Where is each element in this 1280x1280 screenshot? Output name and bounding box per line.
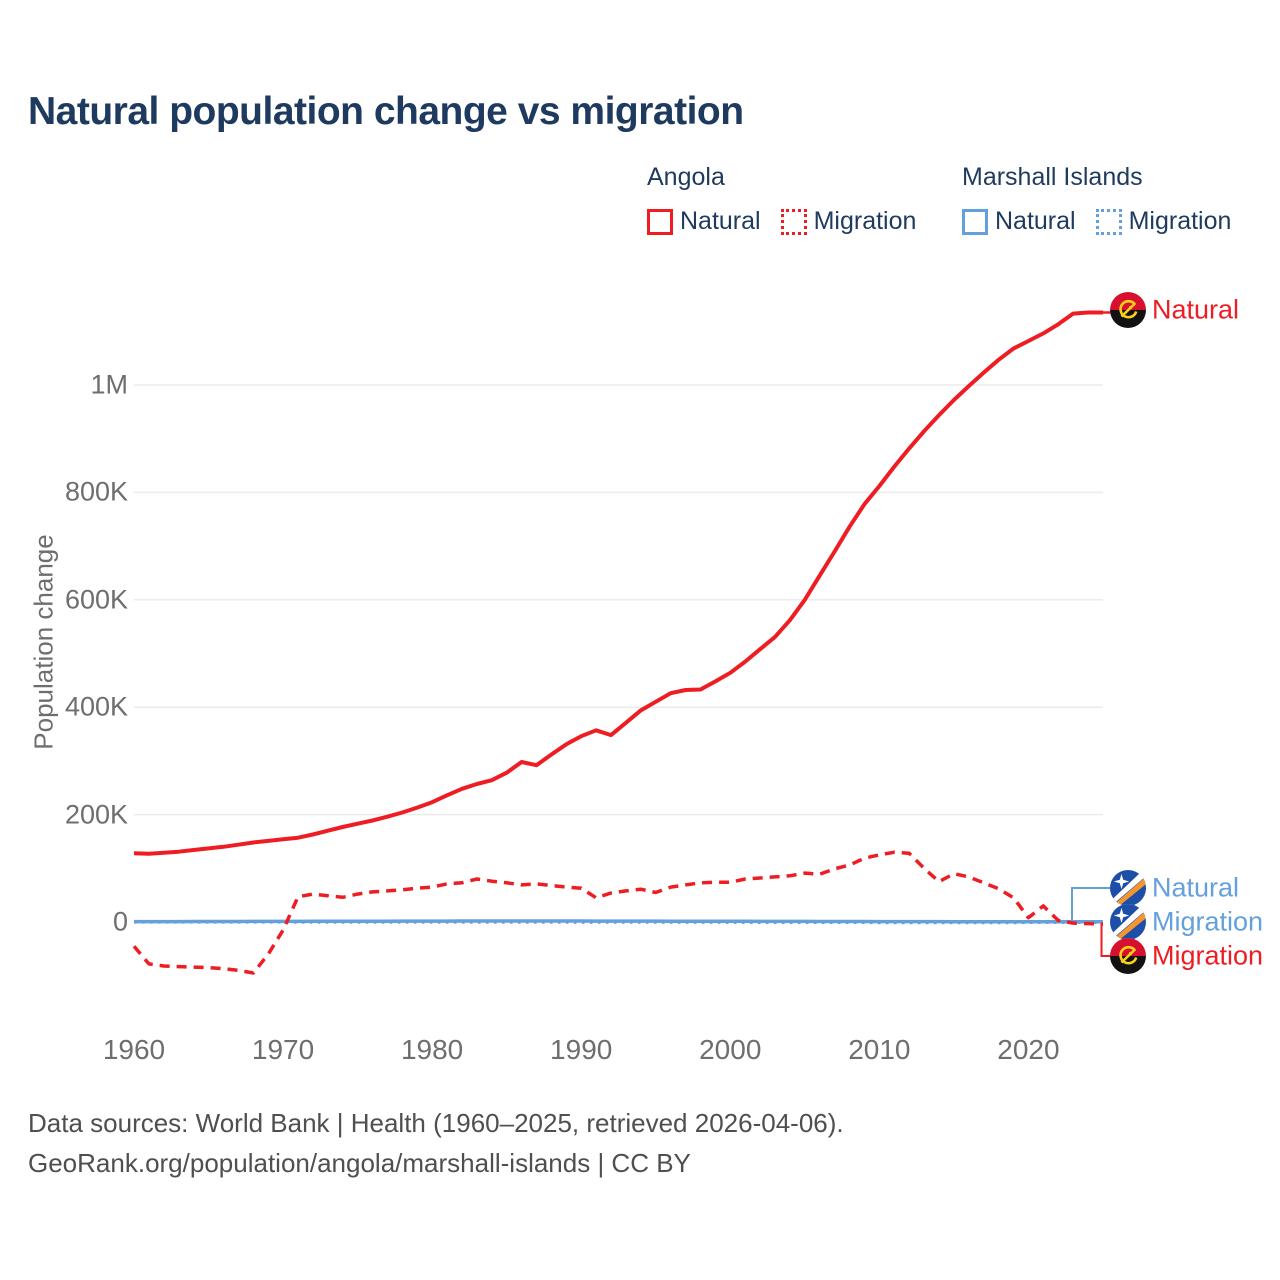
- y-tick-label: 600K: [64, 584, 128, 615]
- x-tick-label: 1990: [550, 1034, 613, 1065]
- y-tick-label: 200K: [64, 799, 128, 830]
- legend-swatch-solid: [962, 208, 988, 235]
- series-end-label-angola-natural: Natural: [1152, 294, 1240, 325]
- y-tick-label: 0: [112, 906, 128, 937]
- legend-items-angola: Natural Migration: [647, 207, 916, 236]
- legend-group-angola: Angola Natural Migration: [647, 163, 916, 236]
- legend-group-title-angola: Angola: [647, 163, 725, 191]
- series-end-label-angola-migration: Migration: [1152, 940, 1264, 971]
- legend-item-angola-natural[interactable]: Natural: [647, 207, 761, 236]
- series-end-label-marshall-islands-migration: Migration: [1152, 906, 1264, 937]
- series-line-angola-migration[interactable]: [132, 850, 1104, 975]
- legend-swatch-dotted: [1095, 208, 1122, 235]
- flag-marshall-islands-icon: [1110, 870, 1146, 906]
- series-end-label-marshall-islands-natural: Natural: [1152, 872, 1240, 903]
- legend-swatch-solid: [647, 208, 673, 235]
- legend-item-marshall-islands-natural[interactable]: Natural: [962, 207, 1076, 236]
- legend-item-label: Natural: [995, 207, 1076, 235]
- x-tick-label: 1960: [102, 1034, 166, 1065]
- legend-group-title-marshall-islands: Marshall Islands: [962, 163, 1143, 191]
- legend-item-label: Migration: [1128, 207, 1232, 235]
- x-tick-label: 2000: [699, 1034, 762, 1065]
- y-tick-label: 400K: [64, 691, 128, 722]
- x-tick-label: 2010: [848, 1034, 911, 1065]
- legend-items-marshall-islands: Natural Migration: [962, 207, 1231, 236]
- data-source-note: Data sources: World Bank | Health (1960–…: [28, 1108, 844, 1138]
- legend-group-marshall-islands: Marshall Islands Natural Migration: [962, 163, 1231, 236]
- attribution-note: GeoRank.org/population/angola/marshall-i…: [28, 1148, 691, 1178]
- legend-item-marshall-islands-migration[interactable]: Migration: [1095, 207, 1232, 236]
- chart-title: Natural population change vs migration: [28, 90, 744, 133]
- flag-angola-icon: [1110, 292, 1146, 328]
- y-tick-label: 800K: [64, 476, 128, 507]
- legend-item-label: Migration: [813, 207, 917, 235]
- x-tick-label: 1970: [251, 1034, 315, 1065]
- end-label-connectors: [1071, 311, 1112, 957]
- series-line-angola-natural[interactable]: [133, 310, 1103, 856]
- legend-item-label: Natural: [680, 207, 761, 235]
- x-tick-label: 1980: [400, 1034, 464, 1065]
- flag-marshall-islands-icon: [1110, 904, 1146, 940]
- x-tick-label: 2020: [997, 1034, 1060, 1065]
- legend-item-angola-migration[interactable]: Migration: [780, 207, 917, 236]
- y-tick-label: 1M: [90, 369, 128, 400]
- legend-swatch-dotted: [780, 208, 807, 235]
- flag-angola-icon: [1110, 938, 1146, 974]
- series-line-marshall-islands-natural[interactable]: [134, 919, 1103, 924]
